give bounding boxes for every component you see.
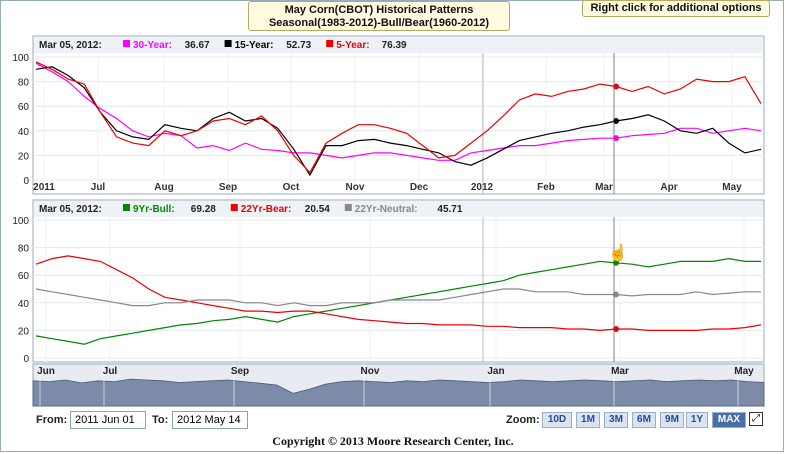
zoom-button-10d[interactable]: 10D (542, 412, 572, 428)
zoom-button-9m[interactable]: 9M (660, 412, 684, 428)
navigator-label: Jan (487, 366, 504, 377)
x-tick-label: 2012 (471, 182, 494, 193)
x-tick-label: Apr (660, 182, 677, 193)
series-line-0 (35, 62, 762, 161)
hand-cursor-icon: ☝ (608, 243, 628, 262)
navigator-label: Mar (611, 366, 629, 377)
series-marker-1 (613, 117, 619, 124)
y-tick-label: 60 (18, 102, 30, 113)
legend-strip (34, 201, 763, 217)
y-tick-label: 20 (18, 326, 30, 337)
plot-area (32, 199, 765, 363)
legend-series-value-2: 45.71 (437, 204, 462, 215)
from-date-input[interactable]: 2011 Jun 01 (70, 411, 146, 429)
series-line-2 (35, 61, 762, 174)
x-tick-label: Sep (219, 182, 237, 193)
legend-series-name-2: 22Yr-Neutral: (355, 204, 418, 215)
y-tick-label: 80 (18, 78, 30, 89)
legend-series-name-2: 5-Year: (336, 40, 369, 51)
x-tick-label: Nov (346, 182, 365, 193)
from-label: From: (36, 414, 68, 426)
zoom-button-6m[interactable]: 6M (632, 412, 656, 428)
navigator-series (32, 378, 765, 407)
chart-panel-bottom: 0 20 40 60 80 100 Mar 05, 2012: 9Yr-Bull: 69.28 2… (12, 199, 765, 365)
navigator-label: Jun (37, 366, 55, 377)
x-tick-label: Mar (595, 182, 613, 193)
x-tick-label: Jul (91, 182, 106, 193)
x-tick-label: 2011 (33, 182, 55, 193)
legend-series-value-1: 20.54 (305, 204, 330, 215)
zoom-label: Zoom: (506, 414, 540, 426)
zoom-button-3m[interactable]: 3M (604, 412, 628, 428)
y-tick-label: 80 (18, 244, 30, 255)
y-tick-label: 40 (18, 299, 30, 310)
navigator-label: Sep (231, 366, 249, 377)
legend-strip (34, 37, 763, 53)
legend-swatch-2 (326, 40, 334, 47)
legend-series-value-0: 69.28 (191, 204, 216, 215)
series-marker-0 (613, 135, 619, 142)
series-line-1 (35, 255, 762, 332)
y-tick-label: 20 (18, 151, 30, 162)
legend-series-name-0: 30-Year: (133, 40, 172, 51)
plot-area (32, 35, 765, 195)
to-date-input[interactable]: 2012 May 14 (172, 411, 248, 429)
chart-title-line2: Seasonal(1983-2012)-Bull/Bear(1960-2012) (268, 17, 490, 29)
series-line-1 (35, 66, 762, 177)
legend-series-name-0: 9Yr-Bull: (133, 204, 175, 215)
zoom-button-max[interactable]: MAX (712, 412, 746, 428)
y-tick-label: 0 (23, 354, 29, 365)
legend-series-name-1: 15-Year: (235, 40, 274, 51)
controls-bar: From: 2011 Jun 01 To: 2012 May 14 Zoom: … (0, 408, 786, 432)
x-tick-label: Dec (410, 182, 429, 193)
series-marker-2 (613, 291, 619, 298)
legend-swatch-0 (123, 204, 130, 211)
series-marker-2 (613, 83, 619, 90)
zoom-button-1y[interactable]: 1Y (686, 412, 708, 428)
x-tick-label: Oct (283, 182, 300, 193)
navigator-label: May (734, 366, 754, 377)
legend-swatch-1 (224, 40, 232, 47)
legend-series-value-2: 76.39 (382, 40, 407, 51)
legend-date: Mar 05, 2012: (39, 204, 102, 215)
series-line-2 (35, 288, 761, 307)
x-tick-label: Aug (154, 182, 173, 193)
zoom-button-1m[interactable]: 1M (576, 412, 600, 428)
legend-series-value-0: 36.67 (185, 40, 210, 51)
legend-date: Mar 05, 2012: (39, 40, 102, 51)
chart-panel-top: 0 20 40 60 80 100 2011 Jul Aug Sep Oct Nov Dec 2012 Fe… (12, 35, 765, 195)
chart-title: May Corn(CBOT) Historical Patterns Seaso… (248, 1, 510, 31)
y-tick-label: 40 (18, 127, 30, 138)
navigator: Jun Jul Sep Nov Jan Mar May (32, 363, 765, 407)
expand-icon[interactable]: ⤢ (749, 412, 763, 426)
legend-swatch-1 (230, 204, 238, 211)
to-label: To: (152, 414, 169, 426)
x-tick-label: May (722, 182, 742, 193)
y-tick-label: 100 (12, 53, 29, 64)
navigator-label: Nov (361, 366, 380, 377)
series-marker-1 (613, 326, 619, 333)
legend-series-value-1: 52.73 (286, 40, 311, 51)
copyright-text: Copyright © 2013 Moore Research Center, … (272, 434, 514, 448)
legend-swatch-0 (123, 40, 130, 47)
right-click-hint: Right click for additional options (582, 0, 770, 17)
x-tick-label: Feb (537, 182, 555, 193)
y-tick-label: 0 (23, 176, 29, 187)
legend-series-name-1: 22Yr-Bear: (241, 204, 292, 215)
y-tick-label: 100 (12, 216, 29, 227)
series-marker-0 (613, 259, 619, 266)
chart-title-line1: May Corn(CBOT) Historical Patterns (284, 4, 474, 16)
legend-swatch-2 (344, 204, 352, 211)
series-line-0 (35, 257, 761, 345)
y-tick-label: 60 (18, 271, 30, 282)
chart-canvas[interactable]: 0 20 40 60 80 100 2011 Jul Aug Sep Oct Nov Dec 2012 Fe… (0, 0, 786, 410)
navigator-label: Jul (103, 366, 118, 377)
